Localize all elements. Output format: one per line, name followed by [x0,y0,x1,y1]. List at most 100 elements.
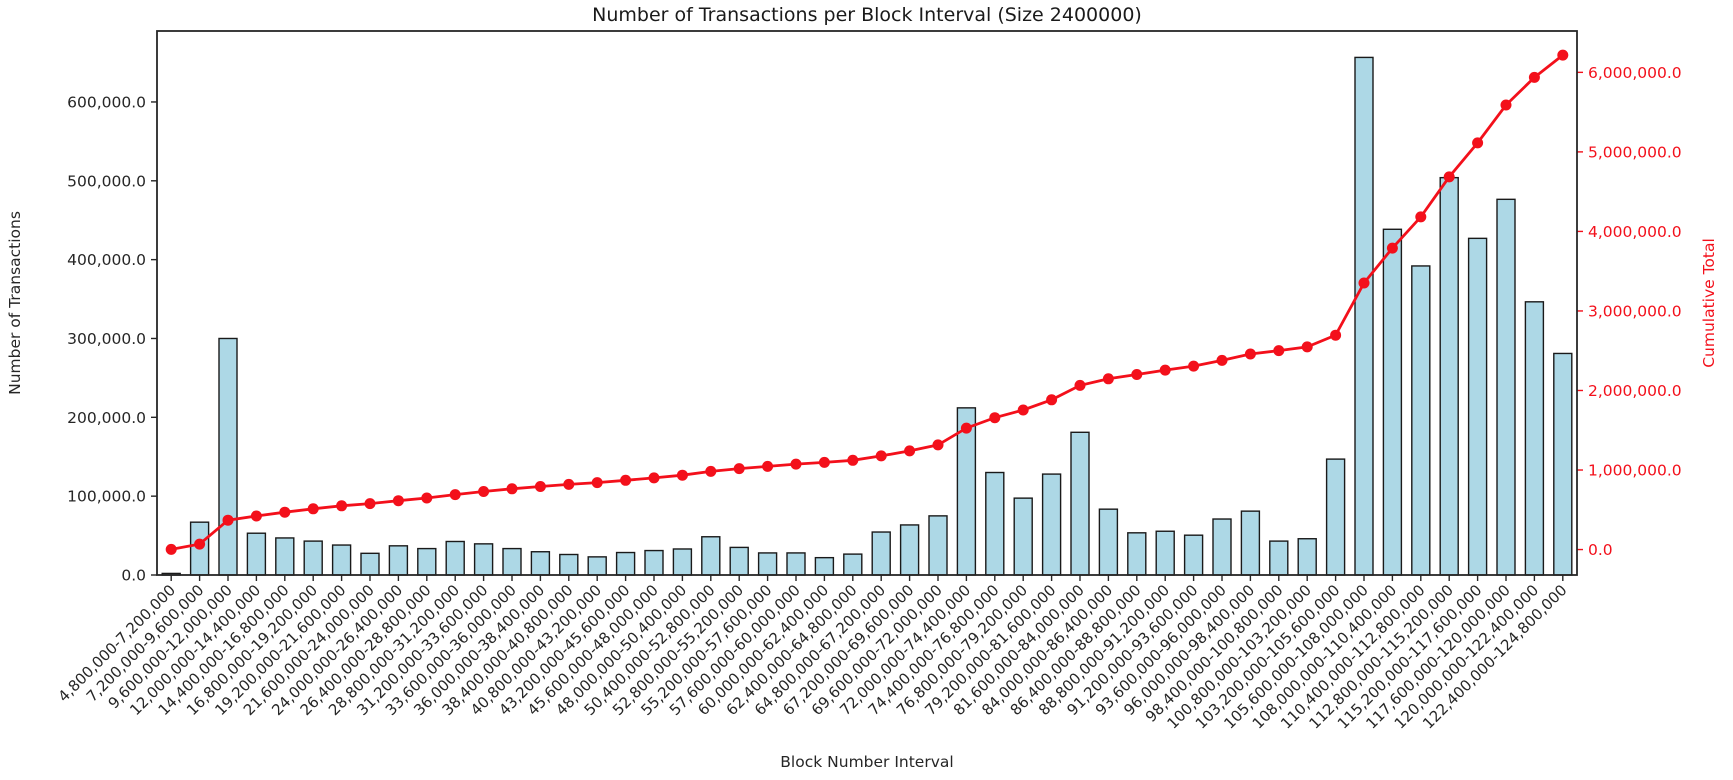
bar [1013,497,1033,576]
bar [1041,473,1062,576]
cumulative-point [790,458,802,470]
cumulative-point [591,477,603,489]
bar [1439,176,1459,576]
bar [1127,532,1147,576]
right-y-axis-title: Cumulative Total [1700,238,1718,368]
left-axis-tick-label: 300,000.0 [67,330,146,348]
left-axis-tick-label: 100,000.0 [67,488,146,506]
bar [530,551,551,576]
bar [1553,352,1573,576]
bar [1297,538,1317,576]
right-axis-tick-label: 3,000,000.0 [1588,302,1682,320]
cumulative-point [676,469,688,481]
cumulative-point [733,463,745,475]
cumulative-point [904,445,916,457]
right-axis-tick-label: 2,000,000.0 [1588,382,1682,400]
cumulative-point [1358,277,1370,289]
cumulative-point [506,483,518,495]
cumulative-point [1074,379,1086,391]
bar [672,548,693,576]
right-axis-tick-label: 0.0 [1588,541,1613,559]
bar [1183,534,1204,576]
bar [445,540,465,576]
bar [1524,301,1545,576]
bar [587,556,607,576]
bar [1496,198,1516,576]
bar [275,537,295,576]
x-axis-title: Block Number Interval [780,753,953,771]
bar [502,547,522,576]
bar [757,552,778,576]
cumulative-point [1017,404,1029,416]
cumulative-point [1330,329,1342,341]
right-axis-tick-label: 1,000,000.0 [1588,462,1682,480]
left-axis-tick-label: 200,000.0 [67,409,146,427]
bar [1269,540,1289,576]
cumulative-point [1500,99,1512,111]
cumulative-point [762,460,774,472]
cumulative-point [1159,364,1171,376]
cumulative-point [989,412,1001,424]
bar [786,552,806,576]
bar [1467,237,1488,576]
bar [1325,458,1346,576]
bar [388,545,409,576]
cumulative-point [392,495,404,507]
bar [701,536,721,576]
bar [1070,431,1090,576]
bar [615,551,636,576]
cumulative-point [1386,242,1398,254]
cumulative-point [1102,373,1114,385]
bar [928,515,948,576]
cumulative-point [1301,341,1313,353]
bar [303,540,323,576]
bar [899,524,920,576]
cumulative-point [1188,360,1200,372]
cumulative-point [1273,345,1285,357]
cumulative-point [1216,354,1228,366]
plot-area: 4,800,000-7,200,0007,200,000-9,600,0009,… [55,30,1682,733]
bar [417,547,437,576]
cumulative-point [847,454,859,466]
bar [1212,518,1232,576]
right-axis-tick-label: 6,000,000.0 [1588,64,1682,82]
bar [1098,508,1119,576]
cumulative-point [960,422,972,434]
cumulative-point [1443,171,1455,183]
left-axis-tick-label: 500,000.0 [67,172,146,190]
cumulative-point [932,439,944,451]
bar [843,553,863,576]
left-axis-tick-label: 0.0 [121,567,146,585]
bar [1382,228,1403,576]
cumulative-point [1046,394,1058,406]
cumulative-point [478,486,490,497]
chart-title: Number of Transactions per Block Interva… [592,4,1142,26]
bar [871,531,891,576]
cumulative-point [222,514,234,526]
cumulative-point [875,450,887,462]
cumulative-point [534,481,546,492]
right-axis-tick-label: 5,000,000.0 [1588,143,1682,161]
bar [360,552,380,576]
bar [331,544,352,576]
bar [1240,510,1261,576]
cumulative-point [421,492,433,504]
cumulative-point [705,465,717,477]
cumulative-line [170,53,1564,551]
bar [1354,56,1374,576]
left-axis-tick-label: 600,000.0 [67,93,146,111]
bar [1411,265,1431,576]
bar [559,553,579,576]
plot-border [156,30,1578,576]
cumulative-point [1415,211,1427,223]
bar [473,543,494,576]
cumulative-point [620,474,632,486]
cumulative-point [818,456,830,468]
cumulative-point [364,498,376,510]
cumulative-point [1557,49,1569,61]
cumulative-point [1244,348,1256,360]
bar [814,556,835,576]
left-axis-tick-label: 400,000.0 [67,251,146,269]
